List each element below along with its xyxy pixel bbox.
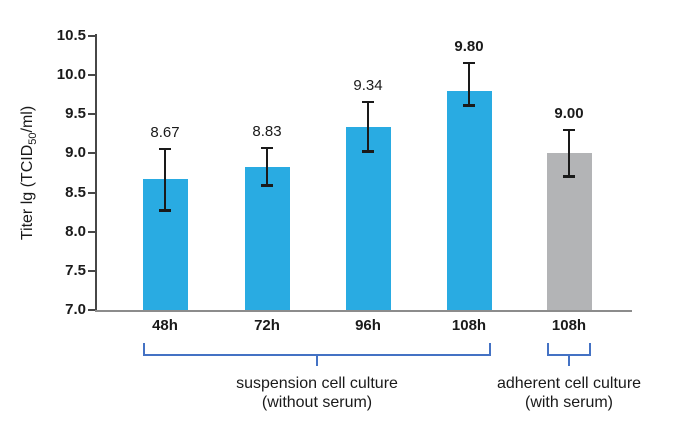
bracket-group-1-center-tick bbox=[568, 356, 570, 366]
error-bar-cap-bottom bbox=[261, 184, 273, 188]
y-axis-tick bbox=[88, 191, 95, 194]
error-bar-cap-bottom bbox=[362, 149, 374, 153]
x-tick-label: 108h bbox=[551, 317, 587, 334]
bracket-group-1-left-tick bbox=[547, 343, 549, 354]
y-axis-line bbox=[95, 34, 97, 312]
value-label: 9.34 bbox=[353, 76, 383, 94]
value-label: 9.80 bbox=[454, 37, 484, 55]
bracket-group-0-right-tick bbox=[489, 343, 491, 354]
y-tick-label: 9.5 bbox=[65, 105, 86, 123]
x-tick-label: 108h bbox=[451, 317, 487, 334]
y-tick-label: 9.0 bbox=[65, 144, 86, 162]
error-bar-cap-bottom bbox=[563, 174, 575, 178]
group-label-suspension: suspension cell culture (without serum) bbox=[157, 374, 477, 412]
bracket-group-0-center-tick bbox=[316, 356, 318, 366]
y-axis-tick bbox=[88, 113, 95, 116]
y-axis-tick bbox=[88, 74, 95, 77]
value-label: 8.83 bbox=[252, 123, 282, 141]
y-tick-label: 10.5 bbox=[56, 27, 86, 44]
group-label-suspension-line1: suspension cell culture bbox=[236, 375, 398, 392]
bar-108h-3 bbox=[446, 90, 492, 310]
group-label-adherent: adherent cell culture (with serum) bbox=[449, 374, 689, 412]
y-axis-title-suffix: /ml) bbox=[19, 105, 36, 133]
y-axis-tick bbox=[88, 35, 95, 37]
bar-72h-1 bbox=[244, 166, 290, 310]
error-bar-line bbox=[164, 147, 166, 212]
y-tick-label: 10.0 bbox=[56, 66, 86, 84]
error-bar-cap-top bbox=[159, 147, 171, 150]
x-tick-label: 72h bbox=[254, 317, 280, 334]
bar-96h-2 bbox=[345, 126, 391, 310]
error-bar-line bbox=[266, 147, 268, 187]
x-tick-label: 96h bbox=[355, 317, 381, 334]
error-bar-cap-bottom bbox=[463, 104, 475, 108]
y-axis-tick bbox=[88, 230, 95, 233]
x-tick-label: 48h bbox=[152, 317, 178, 334]
x-axis-line bbox=[95, 310, 632, 312]
y-tick-label: 7.0 bbox=[65, 301, 86, 318]
bracket-group-0-left-tick bbox=[143, 343, 145, 354]
y-tick-label: 8.5 bbox=[65, 183, 86, 201]
error-bar-cap-bottom bbox=[159, 209, 171, 213]
y-tick-label: 8.0 bbox=[65, 222, 86, 240]
group-label-adherent-line1: adherent cell culture bbox=[496, 375, 642, 392]
y-tick-label: 7.5 bbox=[65, 261, 86, 279]
error-bar-cap-top bbox=[563, 129, 575, 132]
error-bar-line bbox=[468, 61, 470, 107]
error-bar-line bbox=[568, 129, 570, 177]
value-label: 9.00 bbox=[554, 105, 584, 123]
error-bar-cap-top bbox=[362, 100, 374, 103]
group-label-suspension-line2: (without serum) bbox=[261, 394, 373, 411]
error-bar-line bbox=[367, 100, 369, 152]
value-label: 8.67 bbox=[150, 123, 180, 141]
bracket-group-0-hline bbox=[143, 354, 491, 356]
y-axis-title-subscript: 50 bbox=[27, 132, 40, 145]
y-axis-tick bbox=[88, 269, 95, 272]
y-axis-tick bbox=[88, 309, 95, 311]
bar-108h-4 bbox=[546, 153, 592, 310]
y-axis-title: Titer lg (TCID50/ml) bbox=[17, 23, 39, 323]
error-bar-cap-top bbox=[463, 61, 475, 64]
bracket-group-1-hline bbox=[547, 354, 591, 356]
group-label-adherent-line2: (with serum) bbox=[524, 394, 613, 411]
y-axis-tick bbox=[88, 152, 95, 155]
bracket-group-1-right-tick bbox=[589, 343, 591, 354]
y-axis-title-prefix: Titer lg (TCID bbox=[19, 144, 36, 241]
error-bar-cap-top bbox=[261, 147, 273, 150]
